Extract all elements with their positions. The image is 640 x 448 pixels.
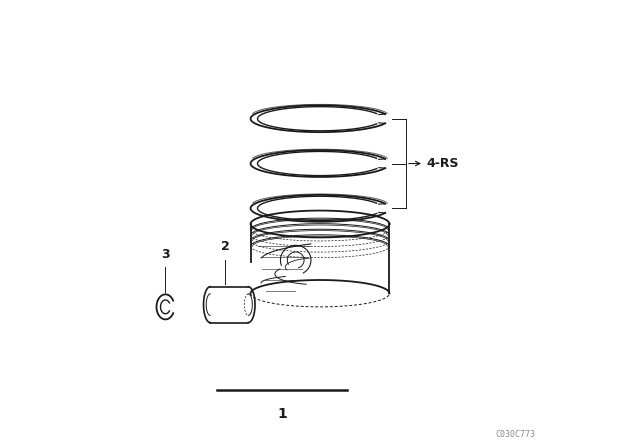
Text: 2: 2 [221,240,230,253]
Text: 4-RS: 4-RS [426,157,459,170]
Text: 3: 3 [161,248,170,261]
Text: C030C773: C030C773 [495,430,535,439]
Text: 1: 1 [277,407,287,422]
